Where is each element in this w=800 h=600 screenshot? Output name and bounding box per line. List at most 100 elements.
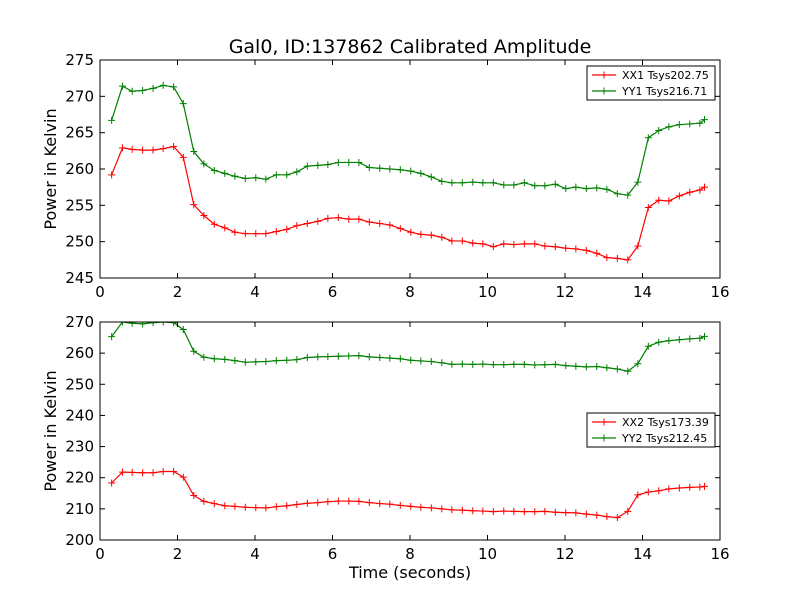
y-tick-label: 265 — [65, 124, 94, 142]
data-point — [241, 174, 249, 182]
data-point — [634, 491, 642, 499]
data-point — [262, 175, 270, 183]
data-point — [438, 359, 446, 367]
data-point — [624, 507, 632, 515]
data-point — [417, 169, 425, 177]
data-point — [417, 503, 425, 511]
data-point — [139, 146, 147, 154]
data-point — [479, 360, 487, 368]
data-point — [241, 503, 249, 511]
data-point — [541, 182, 549, 190]
data-point — [572, 183, 580, 191]
data-point — [272, 357, 280, 365]
data-point — [221, 355, 229, 363]
data-point — [139, 322, 147, 328]
data-point — [562, 185, 570, 193]
data-point — [438, 177, 446, 185]
x-tick-label: 12 — [555, 545, 574, 563]
legend-marker — [600, 418, 608, 426]
data-point — [603, 364, 611, 372]
data-point — [407, 502, 415, 510]
data-point — [190, 148, 198, 156]
data-point — [675, 192, 683, 200]
data-point — [438, 505, 446, 513]
data-point — [365, 353, 373, 361]
x-tick-label: 0 — [95, 545, 105, 563]
data-point — [458, 179, 466, 187]
data-point — [159, 81, 167, 89]
data-point — [489, 508, 497, 516]
data-point — [200, 497, 208, 505]
data-point — [314, 161, 322, 169]
y-tick-label: 210 — [65, 500, 94, 518]
y-tick-label: 250 — [65, 375, 94, 393]
x-tick-label: 16 — [710, 283, 729, 301]
data-point — [128, 87, 136, 95]
legend-label: YY2 Tsys212.45 — [621, 432, 707, 445]
data-point — [334, 214, 342, 222]
data-point — [541, 507, 549, 515]
data-point — [686, 120, 694, 128]
data-point — [179, 100, 187, 108]
x-tick-label: 10 — [478, 283, 497, 301]
data-point — [634, 360, 642, 368]
data-point — [572, 509, 580, 517]
y-tick-label: 260 — [65, 160, 94, 178]
data-point — [644, 204, 652, 212]
data-point — [613, 190, 621, 198]
y-tick-label: 245 — [65, 269, 94, 287]
data-point — [303, 499, 311, 507]
data-point — [128, 322, 136, 327]
data-point — [241, 230, 249, 238]
data-point — [500, 507, 508, 515]
data-point — [108, 171, 116, 179]
data-point — [324, 353, 332, 361]
data-point — [520, 179, 528, 187]
series-line-2-1 — [111, 470, 705, 519]
top-plot-panel: 0 2 4 6 8 10 12 14 16 245 250 255 260 265 270 275 XX1 Ts… — [65, 51, 729, 301]
data-point — [210, 500, 218, 508]
data-point — [655, 196, 663, 204]
data-point — [179, 153, 187, 161]
data-point — [479, 179, 487, 187]
data-point — [170, 142, 178, 150]
legend-label: YY1 Tsys216.71 — [621, 85, 707, 98]
data-point — [479, 240, 487, 248]
data-point — [252, 230, 260, 238]
data-point — [314, 499, 322, 507]
data-point — [593, 249, 601, 257]
data-point — [469, 507, 477, 515]
data-point — [644, 134, 652, 142]
data-point — [334, 352, 342, 360]
data-point — [149, 146, 157, 154]
data-point — [200, 353, 208, 361]
data-point — [448, 237, 456, 245]
data-point — [210, 166, 218, 174]
data-point — [613, 365, 621, 373]
legend-marker — [600, 71, 608, 79]
data-point — [458, 360, 466, 368]
data-point — [190, 491, 198, 499]
series-line-2-2 — [111, 322, 705, 372]
data-point — [159, 322, 167, 326]
data-point — [179, 473, 187, 481]
data-point — [582, 510, 590, 518]
data-point — [541, 242, 549, 250]
data-point — [128, 468, 136, 476]
data-point — [108, 116, 116, 124]
data-point — [427, 173, 435, 181]
data-point — [624, 256, 632, 264]
data-point — [407, 167, 415, 175]
data-point — [118, 468, 126, 476]
data-point — [593, 363, 601, 371]
data-point — [665, 485, 673, 493]
data-point — [303, 220, 311, 227]
data-point — [396, 355, 404, 363]
data-point — [613, 254, 621, 262]
data-point — [701, 183, 708, 191]
data-point — [469, 178, 477, 186]
data-point — [355, 215, 363, 223]
bottom-y-axis-label: Power in Kelvin — [41, 370, 60, 491]
data-point — [458, 506, 466, 514]
